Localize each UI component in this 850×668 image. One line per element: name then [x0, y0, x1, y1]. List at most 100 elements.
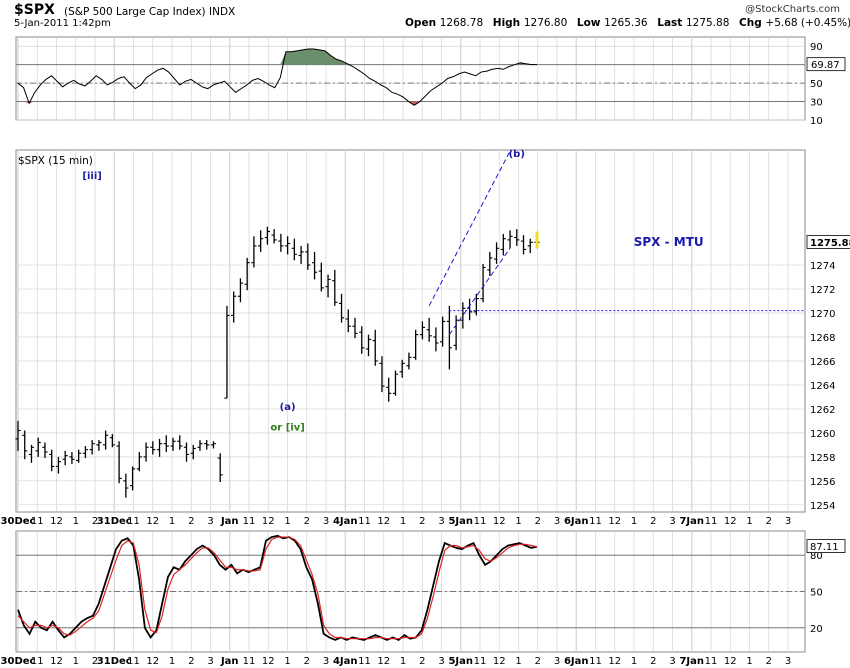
x-tick-label: 30Dec	[1, 656, 36, 667]
x-tick-label: 1	[284, 656, 290, 667]
x-tick-label: 12	[724, 656, 737, 667]
x-tick-label: 5Jan	[448, 656, 473, 667]
x-tick-label: 11	[705, 656, 718, 667]
panel-frame-top	[15, 36, 806, 121]
x-tick-label: 7Jan	[679, 516, 704, 527]
x-tick-label: 12	[377, 516, 390, 527]
x-tick-label: 12	[50, 656, 63, 667]
x-tick-label: 1	[746, 656, 752, 667]
x-tick-label: 1	[169, 656, 175, 667]
last-value: 1275.88	[685, 17, 730, 29]
price-last-value: 1275.88	[810, 238, 850, 249]
x-tick-label: 1	[515, 516, 521, 527]
x-tick-label: 6Jan	[564, 656, 589, 667]
x-tick-label: 12	[50, 516, 63, 527]
price-y-tick: 1266	[810, 357, 835, 368]
x-tick-label: 12	[146, 656, 159, 667]
x-tick-label: 2	[419, 656, 425, 667]
x-tick-label: Jan	[220, 516, 239, 527]
price-y-tick: 1262	[810, 405, 835, 416]
x-tick-label: 11	[127, 656, 140, 667]
top-indicator-line	[17, 48, 537, 106]
chg-label: Chg	[739, 17, 762, 29]
high-value: 1276.80	[523, 17, 568, 29]
x-tick-label: 3	[554, 656, 560, 667]
x-tick-label: 12	[262, 656, 275, 667]
last-label: Last	[657, 17, 683, 29]
x-tick-label: 11	[474, 516, 487, 527]
bottom-y-tick: 50	[810, 588, 823, 599]
x-tick-label: 3	[207, 516, 213, 527]
low-label: Low	[576, 17, 601, 29]
low-value: 1265.36	[604, 17, 648, 29]
x-tick-label: 2	[419, 516, 425, 527]
x-tick-label: 6Jan	[564, 516, 589, 527]
x-tick-label: 3	[785, 516, 791, 527]
x-tick-label: 5Jan	[448, 516, 473, 527]
x-tick-label: 11	[243, 516, 256, 527]
x-tick-label: 11	[358, 656, 371, 667]
top-last-value-box	[806, 57, 846, 72]
x-tick-label: 2	[766, 656, 772, 667]
stochastic-d-line	[17, 536, 538, 640]
top-y-tick: 90	[810, 42, 823, 53]
x-tick-label: 1	[284, 516, 290, 527]
price-y-tick: 1272	[810, 285, 835, 296]
panel-frame-price	[15, 149, 806, 513]
brand-watermark: @StockCharts.com	[745, 4, 840, 15]
x-tick-label: 3	[207, 656, 213, 667]
x-tick-label: 3	[438, 516, 444, 527]
chg-value: +5.68 (+0.45%)	[765, 17, 850, 29]
top-y-tick: 50	[810, 79, 823, 90]
top-y-tick: 30	[810, 98, 823, 109]
x-tick-label: 11	[127, 516, 140, 527]
x-tick-label: 31Dec	[97, 516, 132, 527]
quote-bar: Open 1268.78 High 1276.80 Low 1265.36 La…	[405, 17, 850, 29]
x-tick-label: 2	[535, 656, 541, 667]
x-tick-label: 3	[323, 516, 329, 527]
channel-upper-line	[428, 150, 511, 307]
x-tick-label: 11	[243, 656, 256, 667]
x-tick-label: 12	[146, 516, 159, 527]
wave-annotation: or [iv]	[270, 422, 304, 433]
x-tick-label: 3	[554, 516, 560, 527]
exchange-label: INDX	[209, 6, 236, 18]
price-y-tick: 1264	[810, 381, 835, 392]
x-tick-label: 11	[31, 656, 44, 667]
x-tick-label: 3	[785, 656, 791, 667]
x-tick-label: 1	[400, 656, 406, 667]
x-tick-label: 12	[262, 516, 275, 527]
x-tick-label: 1	[746, 516, 752, 527]
x-tick-label: 12	[724, 516, 737, 527]
open-value: 1268.78	[439, 17, 484, 29]
x-tick-label: 11	[31, 516, 44, 527]
x-tick-label: 12	[608, 516, 621, 527]
x-tick-label: 2	[304, 516, 310, 527]
x-tick-label: 31Dec	[97, 656, 132, 667]
x-tick-label: 1	[400, 516, 406, 527]
x-tick-label: 3	[669, 656, 675, 667]
wave-annotation: [iii]	[82, 171, 101, 182]
bottom-last-value: 87.11	[810, 542, 839, 553]
price-y-tick: 1256	[810, 477, 835, 488]
x-tick-label: 11	[358, 516, 371, 527]
x-tick-label: 11	[589, 516, 602, 527]
bottom-y-tick: 80	[810, 551, 823, 562]
x-tick-label: 2	[650, 516, 656, 527]
price-y-tick: 1268	[810, 333, 835, 344]
x-tick-label: 7Jan	[679, 656, 704, 667]
x-tick-label: 1	[169, 516, 175, 527]
x-tick-label: 11	[705, 516, 718, 527]
x-tick-label: 2	[92, 516, 98, 527]
x-tick-label: 2	[535, 516, 541, 527]
open-label: Open	[405, 17, 437, 29]
x-tick-label: 2	[650, 656, 656, 667]
x-tick-label: 12	[493, 516, 506, 527]
price-y-tick: 1254	[810, 501, 835, 512]
bottom-last-value-box	[806, 539, 846, 553]
wave-annotation: (a)	[280, 402, 296, 413]
x-tick-label: 3	[323, 656, 329, 667]
chart-datetime: 5-Jan-2011 1:42pm	[14, 18, 111, 29]
channel-lower-line	[448, 248, 511, 335]
x-tick-label: 2	[766, 516, 772, 527]
